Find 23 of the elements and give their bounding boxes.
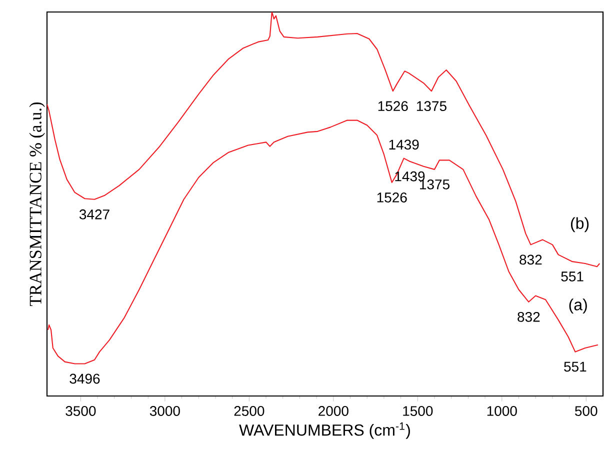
annotation: 1375 — [416, 101, 446, 112]
x-tick-label: 2000 — [318, 406, 348, 416]
annotation: 3427 — [79, 209, 110, 220]
series-label: (a) — [569, 298, 587, 314]
annotation: 3496 — [70, 374, 100, 384]
annotation: 1526 — [377, 192, 407, 202]
x-axis-title: WAVENUMBERS (cm$^{-1}$) — [239, 422, 410, 439]
annotation: 551 — [561, 272, 584, 282]
y-axis-title: TRANSMITTANCE % (a.u.) — [29, 102, 45, 306]
x-tick-label: 500 — [575, 406, 598, 416]
annotation: 832 — [518, 312, 540, 322]
annotation: 1439 — [395, 171, 425, 182]
annotation: 832 — [520, 254, 542, 265]
series-label: (b) — [571, 217, 589, 232]
x-tick-label: 3500 — [66, 406, 96, 416]
x-tick-label: 2500 — [234, 406, 264, 416]
annotation: 551 — [564, 362, 586, 372]
x-tick-label: 1000 — [487, 406, 517, 416]
x-tick-label: 1500 — [403, 406, 433, 416]
annotation: 1439 — [389, 140, 419, 150]
x-tick-label: 3000 — [150, 406, 180, 416]
annotation: 1526 — [378, 101, 408, 112]
annotation: 1375 — [420, 179, 450, 190]
